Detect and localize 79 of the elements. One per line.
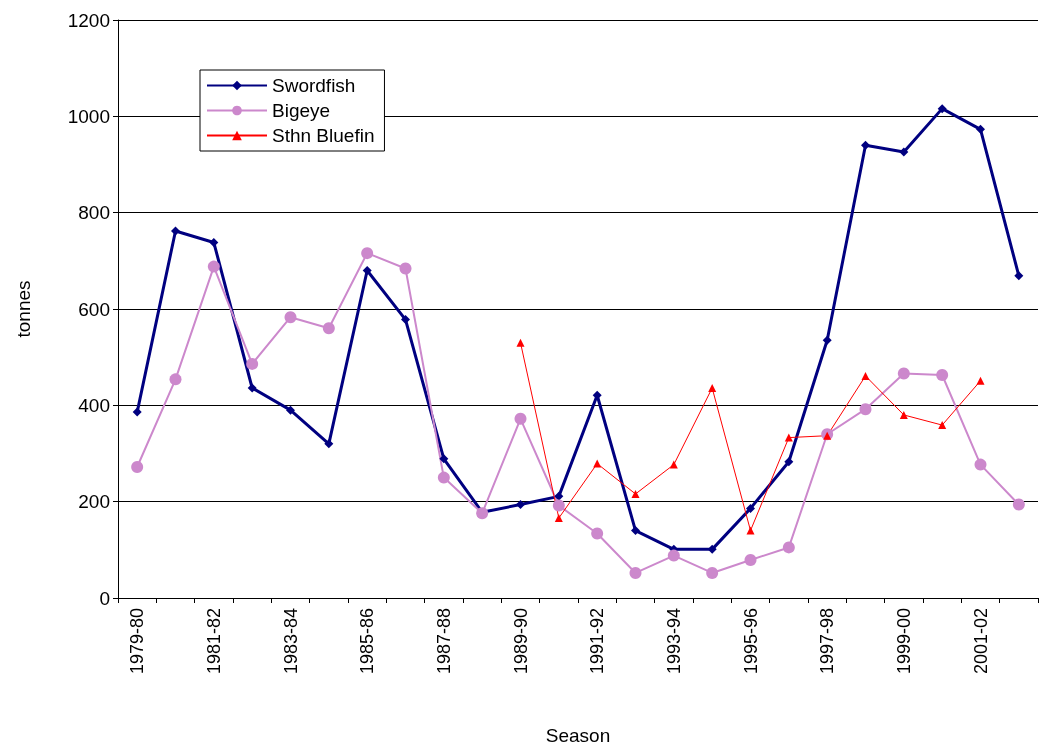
point: [284, 311, 297, 324]
point: [938, 421, 947, 430]
x-tick-label: 1997-98: [817, 608, 838, 675]
point: [631, 526, 640, 536]
x-tick-label: 1979-80: [127, 608, 148, 675]
point: [591, 527, 604, 540]
point: [899, 147, 909, 157]
point: [286, 405, 295, 415]
y-axis-title: tonnes: [13, 280, 34, 338]
point: [899, 410, 908, 419]
point: [552, 499, 565, 512]
point: [246, 357, 259, 370]
point: [746, 526, 755, 535]
point: [362, 265, 372, 275]
x-tick-label: 1989-90: [510, 608, 531, 675]
legend-label: Swordfish: [272, 75, 356, 96]
point: [976, 124, 985, 134]
point: [169, 373, 182, 386]
y-tick-label: 1000: [67, 105, 110, 127]
legend-label: Bigeye: [272, 100, 331, 121]
x-axis-title: Season: [545, 725, 611, 746]
x-tick-label: 1985-86: [357, 608, 378, 675]
y-tick-label: 600: [78, 298, 110, 320]
point: [667, 549, 680, 562]
point: [207, 260, 220, 273]
point: [784, 457, 794, 467]
point: [516, 338, 525, 347]
x-tick-label: 1991-92: [587, 608, 608, 675]
point: [131, 460, 144, 473]
x-tick-label: 1995-96: [740, 608, 761, 675]
point: [554, 491, 564, 501]
point: [1014, 271, 1024, 281]
point: [897, 367, 910, 380]
point: [322, 322, 335, 335]
point: [399, 262, 412, 275]
point: [437, 471, 450, 484]
legend-label: Sthn Bluefin: [272, 125, 375, 146]
point: [593, 459, 602, 468]
point: [707, 544, 717, 554]
x-tick-label: 1983-84: [280, 608, 301, 675]
point: [976, 376, 985, 385]
point: [631, 489, 640, 498]
y-tick-label: 800: [78, 202, 110, 224]
y-tick-label: 1200: [67, 9, 110, 31]
x-tick-label: 1993-94: [663, 608, 684, 675]
point: [859, 403, 872, 416]
x-tick-label: 1987-88: [433, 608, 454, 675]
point: [746, 503, 755, 513]
point: [782, 541, 795, 554]
point: [516, 500, 525, 510]
point: [744, 553, 757, 566]
point: [554, 514, 563, 523]
point: [784, 433, 793, 442]
point: [401, 315, 410, 325]
point: [861, 371, 870, 380]
point: [324, 439, 334, 449]
x-tick-label: 1981-82: [203, 608, 224, 675]
point: [974, 458, 987, 471]
point: [439, 454, 449, 464]
point: [822, 335, 832, 345]
point: [708, 383, 717, 392]
point: [629, 566, 642, 579]
point: [361, 247, 374, 260]
point: [132, 407, 142, 417]
point: [937, 104, 947, 114]
x-tick-label: 1999-00: [893, 608, 914, 675]
x-tick-label: 2001-02: [970, 608, 991, 675]
point: [936, 368, 949, 381]
y-tick-label: 0: [99, 587, 110, 609]
point: [514, 412, 527, 425]
point: [209, 238, 219, 248]
point: [706, 566, 719, 579]
y-tick-label: 400: [78, 394, 110, 416]
point: [669, 460, 678, 469]
y-tick-label: 200: [78, 491, 110, 513]
point: [247, 383, 257, 393]
point: [1012, 498, 1025, 511]
point: [171, 226, 180, 236]
point: [861, 140, 870, 150]
